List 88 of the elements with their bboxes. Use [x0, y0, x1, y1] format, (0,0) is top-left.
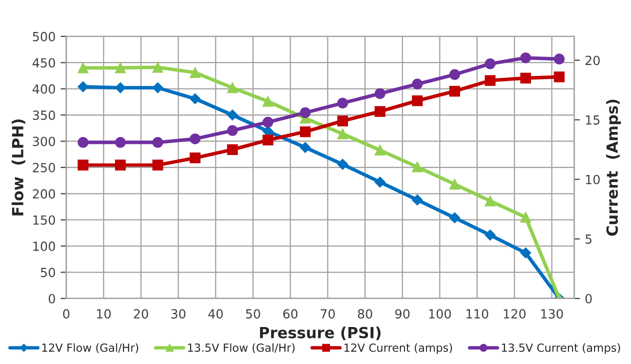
point: [300, 142, 311, 153]
point: [337, 116, 348, 126]
y-tick-label: 400: [32, 84, 56, 94]
y-tick-label: 100: [33, 242, 56, 251]
point: [78, 137, 88, 148]
point: [262, 134, 274, 146]
x-tick-label: 100: [429, 309, 451, 319]
y-tick-label: 500: [32, 32, 56, 42]
legend-label: 12V Flow (Gal/Hr): [42, 343, 138, 354]
point: [374, 106, 386, 117]
point: [374, 88, 386, 99]
x-axis-title: Pressure (PSI): [260, 326, 381, 340]
x-tick-label: 10: [97, 309, 111, 319]
point: [412, 95, 423, 106]
x-tick-label: 70: [320, 309, 335, 319]
point: [190, 152, 200, 164]
point: [227, 125, 238, 136]
point: [412, 78, 423, 90]
y-tick-label: 150: [33, 215, 56, 225]
y-tick-label: 50: [40, 268, 56, 278]
y-tick-label: 200: [32, 189, 56, 199]
point: [152, 160, 164, 170]
point: [374, 176, 386, 188]
point: [374, 144, 386, 156]
x-tick-label: 20: [134, 309, 148, 319]
point: [484, 230, 496, 240]
x-tick-label: 30: [171, 309, 186, 319]
point: [115, 137, 126, 148]
y2-tick-label: 10: [586, 174, 600, 184]
point: [190, 93, 201, 104]
point: [115, 160, 126, 170]
legend-label: 13.5V Current (amps): [502, 343, 620, 354]
point: [190, 67, 200, 78]
y-axis-title: Flow (LPH): [12, 119, 26, 216]
point: [412, 162, 423, 172]
point: [520, 247, 532, 258]
x-tick-label: 50: [246, 309, 260, 319]
point: [227, 82, 238, 94]
point: [449, 212, 460, 224]
point: [520, 212, 532, 223]
point: [449, 69, 460, 80]
x-tick-label: 130: [541, 309, 563, 319]
point: [114, 82, 126, 94]
point: [152, 137, 164, 148]
point: [337, 98, 348, 108]
point: [449, 86, 460, 97]
point: [262, 96, 274, 107]
point: [227, 144, 238, 155]
point: [300, 107, 311, 118]
y2-tick-label: 20: [586, 56, 600, 66]
point: [78, 81, 88, 92]
point: [152, 62, 164, 73]
x-tick-label: 110: [466, 309, 488, 319]
point: [115, 62, 126, 74]
point: [227, 110, 238, 120]
point: [449, 178, 460, 190]
point: [484, 75, 496, 86]
point: [78, 62, 88, 74]
x-tick-label: 0: [63, 309, 70, 319]
x-tick-label: 120: [504, 309, 526, 319]
y2-tick-label: 0: [585, 294, 592, 304]
x-tick-label: 90: [395, 309, 410, 319]
point: [484, 196, 496, 206]
y-tick-label: 350: [32, 110, 56, 120]
point: [337, 128, 348, 140]
point: [300, 126, 311, 138]
y-tick-label: 300: [32, 136, 56, 146]
y-tick-label: 0: [48, 294, 56, 304]
x-tick-label: 40: [208, 309, 223, 319]
y2-tick-label: 15: [586, 115, 600, 125]
point: [78, 160, 88, 170]
point: [554, 72, 565, 82]
point: [190, 133, 200, 144]
y-tick-label: 250: [32, 162, 56, 172]
y2-axis-title: Current (Amps): [606, 100, 621, 236]
point: [262, 116, 274, 128]
y-tick-label: 450: [32, 58, 56, 68]
point: [520, 52, 532, 64]
legend-label: 13.5V Flow (Gal/Hr): [188, 343, 295, 354]
y2-tick-label: 5: [586, 234, 592, 244]
legend-label: 12V Current (amps): [344, 343, 452, 354]
point: [484, 58, 496, 70]
point: [337, 158, 348, 170]
x-tick-label: 80: [358, 309, 372, 319]
point: [520, 72, 532, 84]
point: [412, 194, 423, 206]
point: [554, 54, 565, 64]
x-tick-label: 60: [283, 309, 298, 319]
